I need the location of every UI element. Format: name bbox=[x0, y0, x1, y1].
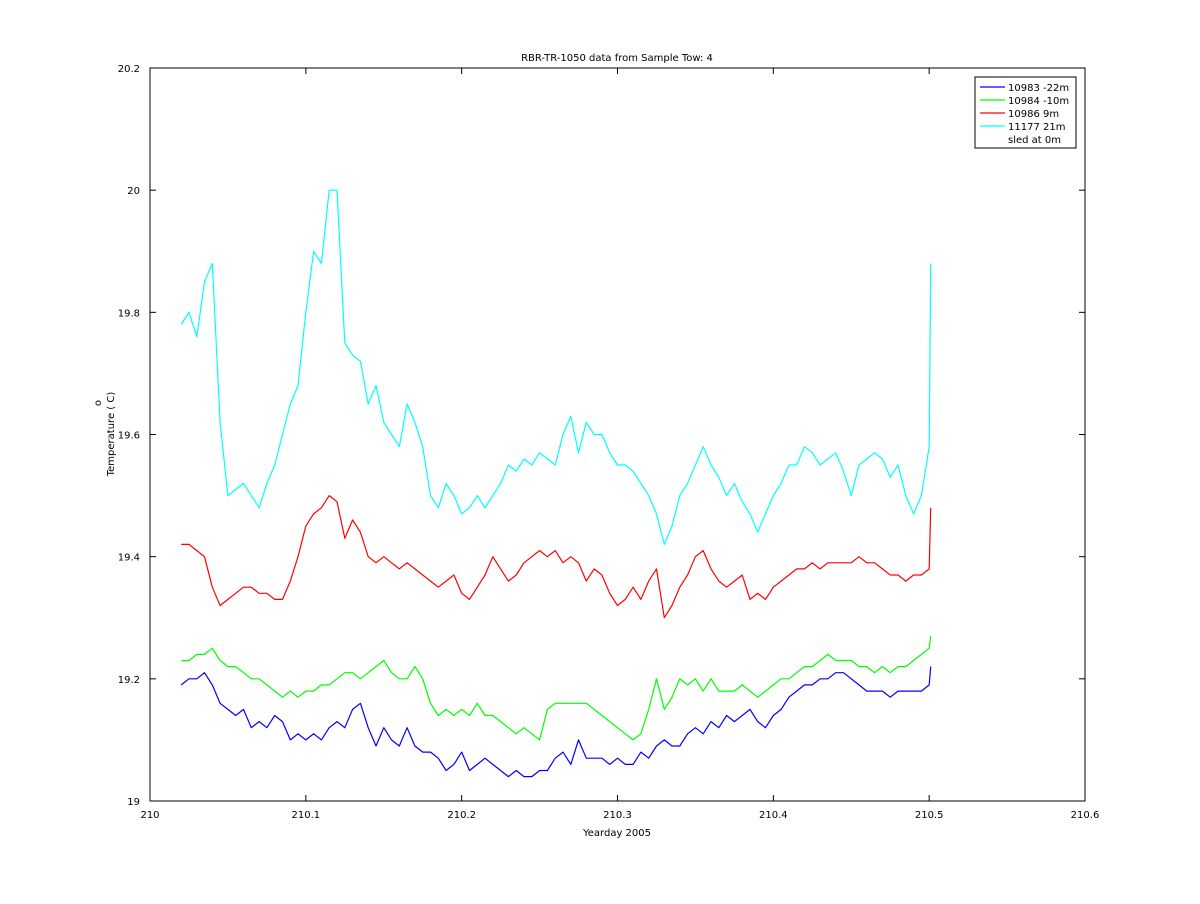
legend-label: 11177 21m bbox=[1008, 122, 1065, 133]
x-axis-label: Yearday 2005 bbox=[582, 828, 651, 839]
y-tick-label: 20 bbox=[127, 186, 140, 197]
y-tick-label: 19.4 bbox=[118, 553, 140, 564]
y-tick-label: 19.6 bbox=[118, 431, 140, 442]
chart-title: RBR-TR-1050 data from Sample Tow: 4 bbox=[521, 53, 713, 64]
x-tick-label: 210.5 bbox=[915, 810, 944, 821]
y-tick-label: 19.8 bbox=[118, 308, 140, 319]
x-tick-label: 210.1 bbox=[292, 810, 321, 821]
x-tick-label: 210.4 bbox=[759, 810, 788, 821]
x-tick-label: 210.6 bbox=[1071, 810, 1100, 821]
y-tick-label: 19.2 bbox=[118, 675, 140, 686]
legend-label: sled at 0m bbox=[1008, 135, 1061, 146]
series-line-10984 bbox=[181, 636, 932, 741]
legend: 10983 -22m 10984 -10m 10986 9m 11177 21m sle… bbox=[974, 76, 1077, 149]
legend-label: 10984 -10m bbox=[1008, 96, 1069, 107]
axes-layer: 210 210.1 210.2 210.3 210.4 210.5 210.6 19 19.2 1… bbox=[118, 64, 1100, 821]
y-axis-label: Temperature ( C) bbox=[106, 392, 117, 478]
legend-label: 10983 -22m bbox=[1008, 83, 1069, 94]
series-layer bbox=[180, 189, 932, 778]
y-axis-label-degree: o bbox=[93, 400, 104, 406]
series-line-11177 bbox=[180, 189, 932, 546]
legend-label: 10986 9m bbox=[1008, 109, 1059, 120]
x-tick-label: 210.3 bbox=[603, 810, 632, 821]
x-tick-label: 210.2 bbox=[447, 810, 476, 821]
series-line-10986 bbox=[181, 495, 932, 619]
series-line-10983 bbox=[180, 666, 932, 778]
y-tick-label: 19 bbox=[127, 797, 140, 808]
y-tick-label: 20.2 bbox=[118, 64, 140, 75]
x-tick-label: 210 bbox=[140, 810, 159, 821]
